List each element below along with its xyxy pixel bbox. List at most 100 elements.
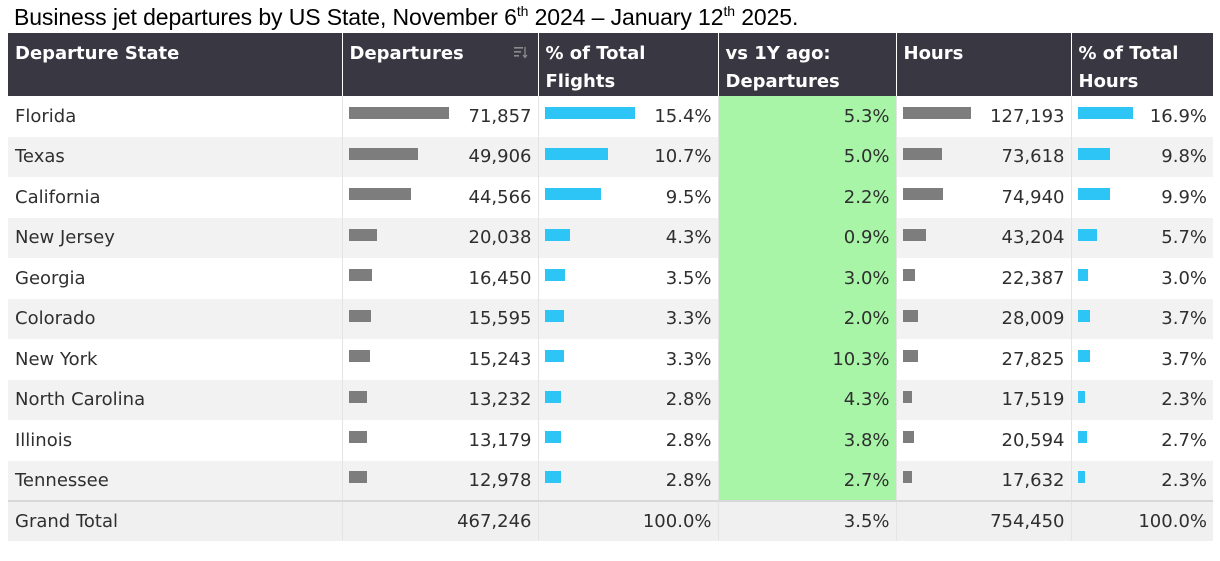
table-row[interactable]: Tennessee 12,978 2.8% 2.7% 17,632 2.3% <box>8 460 1213 501</box>
hours-bar <box>902 471 912 484</box>
departures-cell-inner: 15,243 <box>348 339 532 380</box>
header-hours[interactable]: Hours <box>896 33 1072 96</box>
vs-1y-value: 3.8% <box>718 420 897 461</box>
header-vs-1y[interactable]: vs 1Y ago: Departures <box>718 33 897 96</box>
hours-cell: 27,825 <box>896 339 1072 380</box>
table-row[interactable]: Colorado 15,595 3.3% 2.0% 28,009 3.7% <box>8 298 1213 340</box>
hours-bar <box>902 228 926 241</box>
header-label: Hours <box>1078 71 1139 92</box>
vs-1y-value: 2.2% <box>718 177 897 218</box>
total-hours: 754,450 <box>896 500 1072 541</box>
departures-bar <box>348 188 411 201</box>
title-text-2: 2024 – January 12 <box>528 4 724 30</box>
header-pct-hours[interactable]: % of Total Hours <box>1071 33 1213 96</box>
departures-cell-inner: 20,038 <box>348 218 532 259</box>
departures-value: 13,232 <box>468 389 532 411</box>
total-pct-hours: 100.0% <box>1071 500 1213 541</box>
departures-cell: 13,179 <box>342 420 539 461</box>
pct-hours-bar <box>1077 188 1110 201</box>
pct-flights-bar <box>544 471 561 484</box>
pct-flights-cell: 10.7% <box>538 136 719 178</box>
table-row[interactable]: New Jersey 20,038 4.3% 0.9% 43,204 5.7% <box>8 217 1213 259</box>
vs-1y-value: 5.3% <box>718 96 897 137</box>
pct-flights-cell-inner: 2.8% <box>544 380 712 421</box>
vs-1y-value: 3.0% <box>718 258 897 299</box>
pct-flights-cell: 3.5% <box>538 258 719 299</box>
hours-cell: 20,594 <box>896 420 1072 461</box>
table-row[interactable]: Texas 49,906 10.7% 5.0% 73,618 9.8% <box>8 136 1213 178</box>
pct-hours-cell-inner: 2.3% <box>1077 461 1207 501</box>
pct-flights-bar <box>544 431 561 444</box>
state-name: Colorado <box>8 298 343 339</box>
header-label: % of Total <box>1078 43 1179 64</box>
state-name: Tennessee <box>8 460 343 501</box>
hours-cell-inner: 22,387 <box>902 258 1065 299</box>
hours-cell: 17,632 <box>896 460 1072 501</box>
hours-bar <box>902 431 914 444</box>
table-row[interactable]: Illinois 13,179 2.8% 3.8% 20,594 2.7% <box>8 420 1213 461</box>
pct-hours-cell: 16.9% <box>1071 96 1213 137</box>
hours-value: 27,825 <box>1001 348 1065 370</box>
table-row[interactable]: Florida 71,857 15.4% 5.3% 127,193 16.9% <box>8 96 1213 137</box>
header-row: Departure State Departures % of Total Fli… <box>8 33 1213 96</box>
hours-value: 73,618 <box>1001 146 1065 168</box>
departures-cell: 15,243 <box>342 339 539 380</box>
pct-hours-cell: 9.8% <box>1071 136 1213 177</box>
pct-flights-cell: 9.5% <box>538 177 719 218</box>
departures-value: 71,857 <box>468 105 532 127</box>
pct-flights-bar <box>544 269 565 282</box>
departures-bar <box>348 390 367 403</box>
departures-cell-inner: 13,179 <box>348 420 532 461</box>
header-departure-state[interactable]: Departure State <box>8 33 343 96</box>
pct-hours-cell-inner: 2.3% <box>1077 380 1207 421</box>
departures-cell: 44,566 <box>342 177 539 218</box>
total-label: Grand Total <box>8 500 343 541</box>
hours-bar <box>902 390 912 403</box>
header-pct-flights[interactable]: % of Total Flights <box>538 33 719 96</box>
pct-flights-bar <box>544 228 570 241</box>
state-name: California <box>8 177 343 218</box>
departures-value: 44,566 <box>468 186 532 208</box>
hours-bar <box>902 188 943 201</box>
departures-value: 16,450 <box>468 267 532 289</box>
pct-hours-bar <box>1077 309 1090 322</box>
hours-value: 43,204 <box>1001 227 1065 249</box>
table-row[interactable]: New York 15,243 3.3% 10.3% 27,825 3.7% <box>8 339 1213 380</box>
departures-cell-inner: 13,232 <box>348 380 532 421</box>
pct-flights-bar <box>544 107 635 120</box>
pct-hours-value: 2.3% <box>1161 389 1207 411</box>
pct-hours-cell: 2.3% <box>1071 460 1213 501</box>
departures-cell: 49,906 <box>342 136 539 177</box>
departures-bar <box>348 107 449 120</box>
departures-cell: 15,595 <box>342 298 539 339</box>
pct-flights-value: 3.5% <box>665 267 712 289</box>
table-row[interactable]: Georgia 16,450 3.5% 3.0% 22,387 3.0% <box>8 258 1213 299</box>
pct-hours-value: 2.7% <box>1161 429 1207 451</box>
hours-cell-inner: 28,009 <box>902 299 1065 340</box>
pct-flights-cell: 15.4% <box>538 96 719 137</box>
departures-cell-inner: 12,978 <box>348 461 532 501</box>
hours-bar <box>902 147 942 160</box>
pct-flights-value: 2.8% <box>665 469 712 491</box>
pct-flights-value: 3.3% <box>665 308 712 330</box>
departures-bar <box>348 431 367 444</box>
header-departures[interactable]: Departures <box>342 33 539 96</box>
table-row[interactable]: North Carolina 13,232 2.8% 4.3% 17,519 2.3% <box>8 379 1213 421</box>
state-name: Georgia <box>8 258 343 299</box>
pct-flights-cell: 2.8% <box>538 379 719 421</box>
departures-value: 15,595 <box>468 308 532 330</box>
departures-table: Departure State Departures % of Total Fli… <box>8 33 1213 541</box>
departures-bar <box>348 269 372 282</box>
pct-hours-cell: 3.0% <box>1071 258 1213 299</box>
pct-flights-value: 10.7% <box>654 146 712 168</box>
hours-value: 22,387 <box>1001 267 1065 289</box>
pct-flights-cell-inner: 3.5% <box>544 258 712 299</box>
sort-icon[interactable] <box>513 45 528 59</box>
pct-flights-value: 15.4% <box>654 105 712 127</box>
pct-hours-cell: 2.7% <box>1071 420 1213 461</box>
pct-hours-cell-inner: 9.9% <box>1077 177 1207 218</box>
table-row[interactable]: California 44,566 9.5% 2.2% 74,940 9.9% <box>8 177 1213 218</box>
pct-flights-cell-inner: 10.7% <box>544 137 712 178</box>
pct-flights-value: 3.3% <box>665 348 712 370</box>
pct-flights-bar <box>544 188 601 201</box>
